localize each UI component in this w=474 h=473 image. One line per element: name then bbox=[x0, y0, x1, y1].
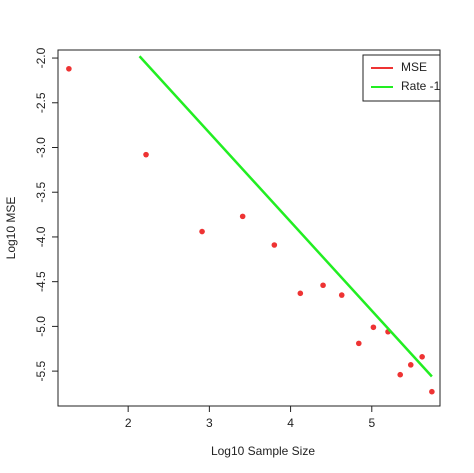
data-point bbox=[66, 65, 72, 72]
y-axis-label: Log10 MSE bbox=[4, 197, 18, 260]
data-point bbox=[143, 151, 149, 158]
data-point bbox=[419, 354, 425, 360]
legend-label: MSE bbox=[401, 60, 427, 74]
legend-label: Rate -1 bbox=[401, 79, 441, 93]
data-point bbox=[355, 340, 362, 347]
data-point bbox=[397, 371, 404, 378]
data-point bbox=[370, 324, 377, 331]
plot-area bbox=[66, 55, 435, 395]
y-tick-label: -2.0 bbox=[34, 47, 48, 68]
plot-box bbox=[57, 49, 441, 407]
x-tick-label: 2 bbox=[125, 416, 132, 430]
data-point bbox=[338, 292, 345, 298]
data-point bbox=[320, 282, 326, 289]
y-tick-label: -3.0 bbox=[34, 137, 48, 158]
x-tick-label: 3 bbox=[206, 416, 213, 430]
data-point bbox=[297, 290, 304, 297]
data-point bbox=[239, 213, 246, 220]
y-tick-label: -4.5 bbox=[34, 271, 48, 292]
x-tick-label: 4 bbox=[287, 416, 294, 430]
y-tick-label: -2.5 bbox=[34, 92, 48, 113]
y-tick-label: -4.0 bbox=[34, 226, 48, 247]
data-point bbox=[429, 388, 435, 395]
x-axis-label: Log10 Sample Size bbox=[211, 444, 315, 458]
data-point bbox=[407, 362, 414, 368]
y-tick-label: -3.5 bbox=[34, 182, 48, 203]
data-point bbox=[271, 242, 278, 248]
legend-box bbox=[362, 54, 441, 102]
rate-line bbox=[138, 55, 433, 378]
y-tick-label: -5.5 bbox=[34, 360, 48, 381]
x-tick-label: 5 bbox=[368, 416, 375, 430]
y-tick-label: -5.0 bbox=[34, 316, 48, 337]
data-point bbox=[199, 228, 205, 235]
